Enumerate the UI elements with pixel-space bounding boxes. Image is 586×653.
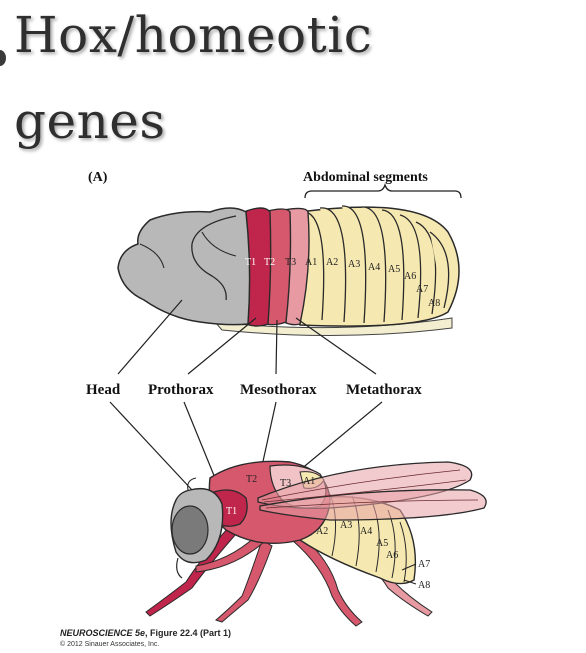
region-label-mesothorax: Mesothorax [240, 382, 317, 398]
fly-antenna [187, 477, 197, 491]
fly-proboscis [176, 557, 183, 579]
leader-line-fly-t2 [261, 401, 277, 467]
leader-line-head [117, 299, 183, 375]
region-label-head: Head [86, 382, 121, 398]
fly-label-a3: A3 [340, 520, 352, 531]
fly-label-a4: A4 [360, 526, 372, 537]
larva-head [117, 207, 251, 326]
leader-line-fly-t3 [299, 401, 383, 471]
larva-ventral-band [213, 317, 453, 337]
wing-vein [261, 469, 461, 501]
larva-illustration: T1 T2 T3 A1 A2 A3 A4 A5 A6 A7 A8 [117, 205, 460, 337]
abdominal-ridge [361, 206, 387, 323]
fly-label-a2: A2 [316, 526, 328, 537]
abdominal-segments-label: Abdominal segments [303, 170, 428, 185]
fly-wing-veins [261, 469, 479, 509]
leg-t2-front [195, 535, 265, 573]
leg-t2b [291, 533, 363, 627]
head-fold-line [139, 243, 165, 269]
larva-label-a6: A6 [404, 271, 416, 282]
a7-leader [401, 563, 417, 571]
wing-vein [263, 479, 467, 503]
larva-label-a1: A1 [305, 257, 317, 268]
head-fold-line [191, 215, 237, 301]
region-label-prothorax: Prothorax [148, 382, 214, 398]
fly-label-a5: A5 [376, 538, 388, 549]
wing-vein [265, 499, 479, 509]
abdominal-ridge [381, 209, 405, 321]
larva-label-t1: T1 [245, 257, 256, 268]
larva-label-t3: T3 [285, 257, 296, 268]
a8-leader [403, 579, 417, 585]
fly-eye [171, 505, 209, 555]
copyright-line: © 2012 Sinauer Associates, Inc. [60, 641, 160, 648]
abdominal-bracket [304, 182, 462, 199]
slide-title-line-1: Hox/homeotic [14, 6, 373, 64]
larva-label-a5: A5 [388, 264, 400, 275]
larva-segment-t1 [243, 207, 272, 327]
head-fold-line [201, 231, 237, 257]
larva-label-a7: A7 [416, 284, 428, 295]
fly-label-t3: T3 [280, 478, 291, 489]
larva-leader-lines [117, 299, 377, 375]
fly-label-a6: A6 [386, 550, 398, 561]
slide-title-line-2: genes [14, 92, 166, 150]
fly-illustration: T1 T2 T3 A1 A2 A3 A4 A5 A6 A7 A8 [145, 460, 487, 627]
leader-line-fly-head [109, 401, 193, 491]
region-label-metathorax: Metathorax [346, 382, 422, 398]
larva-label-a8: A8 [428, 298, 440, 309]
leg-t2 [215, 539, 273, 623]
fly-label-a8: A8 [418, 580, 430, 591]
panel-label: (A) [88, 170, 108, 185]
fly-label-a7: A7 [418, 559, 430, 570]
larva-label-t2: T2 [264, 257, 275, 268]
abdominal-ridge [341, 205, 367, 324]
bullet-marker [0, 50, 6, 66]
fly-label-t1: T1 [226, 506, 237, 517]
larva-label-a2: A2 [326, 257, 338, 268]
abdominal-ridge [399, 214, 422, 319]
credit-figure-ref: , Figure 22.4 (Part 1) [145, 628, 232, 638]
figure-credit: NEUROSCIENCE 5e, Figure 22.4 (Part 1) [60, 628, 231, 638]
larva-label-a3: A3 [348, 259, 360, 270]
leader-line-prothorax [187, 317, 257, 375]
abdominal-ridge [429, 231, 450, 309]
leader-line-metathorax [295, 317, 377, 375]
credit-book: NEUROSCIENCE 5e [60, 628, 146, 638]
fly-leader-lines [109, 401, 383, 501]
abdominal-ridge [319, 207, 347, 323]
fly-wing-lower [259, 489, 487, 521]
fly-abdomen-ridge [399, 521, 407, 583]
larva-label-a4: A4 [368, 262, 380, 273]
fly-label-t2: T2 [246, 474, 257, 485]
leader-line-mesothorax [275, 319, 278, 375]
fly-label-a1: A1 [303, 476, 315, 487]
